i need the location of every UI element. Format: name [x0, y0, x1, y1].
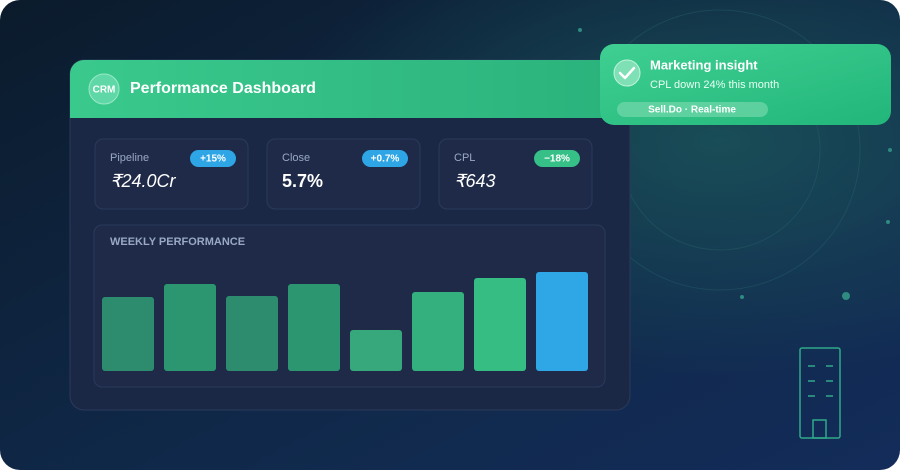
crm-badge	[88, 73, 120, 105]
kpi-label: Pipeline	[110, 152, 149, 164]
bar	[226, 296, 278, 371]
kpi-change: −18%	[544, 154, 570, 165]
crm-badge-text: CRM	[93, 85, 116, 96]
kpi-change-pill	[362, 150, 408, 167]
chart-title: WEEKLY PERFORMANCE	[110, 236, 245, 248]
kpi-change-pill	[190, 150, 236, 167]
building-icon	[799, 347, 841, 439]
kpi-change: +0.7%	[371, 154, 400, 165]
kpi-value: ₹643	[454, 171, 495, 191]
check-icon	[613, 59, 641, 87]
bar	[536, 272, 588, 371]
window-header	[70, 60, 630, 118]
kpi-change-pill	[534, 150, 580, 167]
kpi-value: ₹24.0Cr	[110, 171, 176, 191]
notification-message: CPL down 24% this month	[650, 79, 779, 91]
check-mark	[618, 66, 636, 80]
kpi-value: 5.7%	[282, 171, 323, 191]
notification-tag: Sell.Do · Real-time	[648, 105, 736, 116]
bar	[412, 292, 464, 371]
decor-dots	[578, 28, 892, 300]
window-title: Performance Dashboard	[130, 80, 316, 97]
notification-tag-pill	[617, 102, 768, 117]
kpi-label: Close	[282, 152, 310, 164]
bar	[288, 284, 340, 371]
bar	[164, 284, 216, 371]
notification-title: Marketing insight	[650, 57, 758, 72]
kpi-change: +15%	[200, 154, 226, 165]
notification[interactable]: Marketing insight CPL down 24% this mont…	[600, 44, 891, 125]
kpi-label: CPL	[454, 152, 475, 164]
bar	[102, 297, 154, 371]
bar	[350, 330, 402, 371]
bar	[474, 278, 526, 371]
